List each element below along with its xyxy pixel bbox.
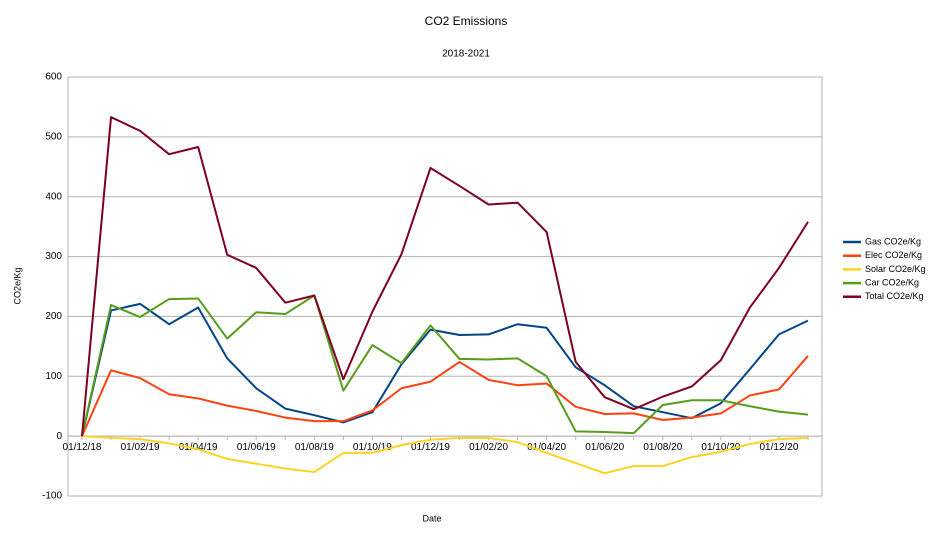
- legend-label: Total CO2e/Kg: [865, 291, 924, 301]
- y-axis-label: CO2e/Kg: [12, 267, 22, 304]
- series-line: [81, 116, 809, 437]
- legend-label: Solar CO2e/Kg: [865, 264, 926, 274]
- x-tick-label: 01/10/20: [701, 442, 740, 453]
- plot-border: [67, 76, 823, 497]
- x-tick-label: 01/12/20: [759, 442, 798, 453]
- x-tick-label: 01/06/20: [585, 442, 624, 453]
- chart-subtitle: 2018-2021: [442, 49, 490, 60]
- y-tick-label: 200: [45, 311, 62, 322]
- x-tick-label: 01/04/19: [179, 442, 218, 453]
- y-tick-label: 500: [45, 131, 62, 142]
- x-axis-label: Date: [422, 513, 441, 523]
- series-line: [81, 355, 809, 437]
- y-tick-label: 100: [45, 371, 62, 382]
- x-tick-label: 01/12/18: [63, 442, 102, 453]
- legend-label: Elec CO2e/Kg: [865, 250, 922, 260]
- x-tick-label: 01/06/19: [237, 442, 276, 453]
- y-tick-label: -100: [42, 491, 62, 502]
- x-tick-label: 01/08/20: [643, 442, 682, 453]
- x-tick-label: 01/04/20: [527, 442, 566, 453]
- x-tick-label: 01/10/19: [353, 442, 392, 453]
- y-tick-label: 600: [45, 72, 62, 83]
- legend-label: Car CO2e/Kg: [865, 277, 919, 287]
- series-line: [81, 435, 809, 475]
- y-tick-label: 400: [45, 191, 62, 202]
- chart-title: CO2 Emissions: [425, 14, 508, 28]
- legend-label: Gas CO2e/Kg: [865, 236, 921, 246]
- x-tick-label: 01/02/19: [121, 442, 160, 453]
- x-tick-label: 01/08/19: [295, 442, 334, 453]
- y-tick-label: 0: [56, 431, 62, 442]
- x-tick-label: 01/02/20: [469, 442, 508, 453]
- x-tick-label: 01/12/19: [411, 442, 450, 453]
- y-tick-label: 300: [45, 251, 62, 262]
- series-line: [81, 294, 809, 437]
